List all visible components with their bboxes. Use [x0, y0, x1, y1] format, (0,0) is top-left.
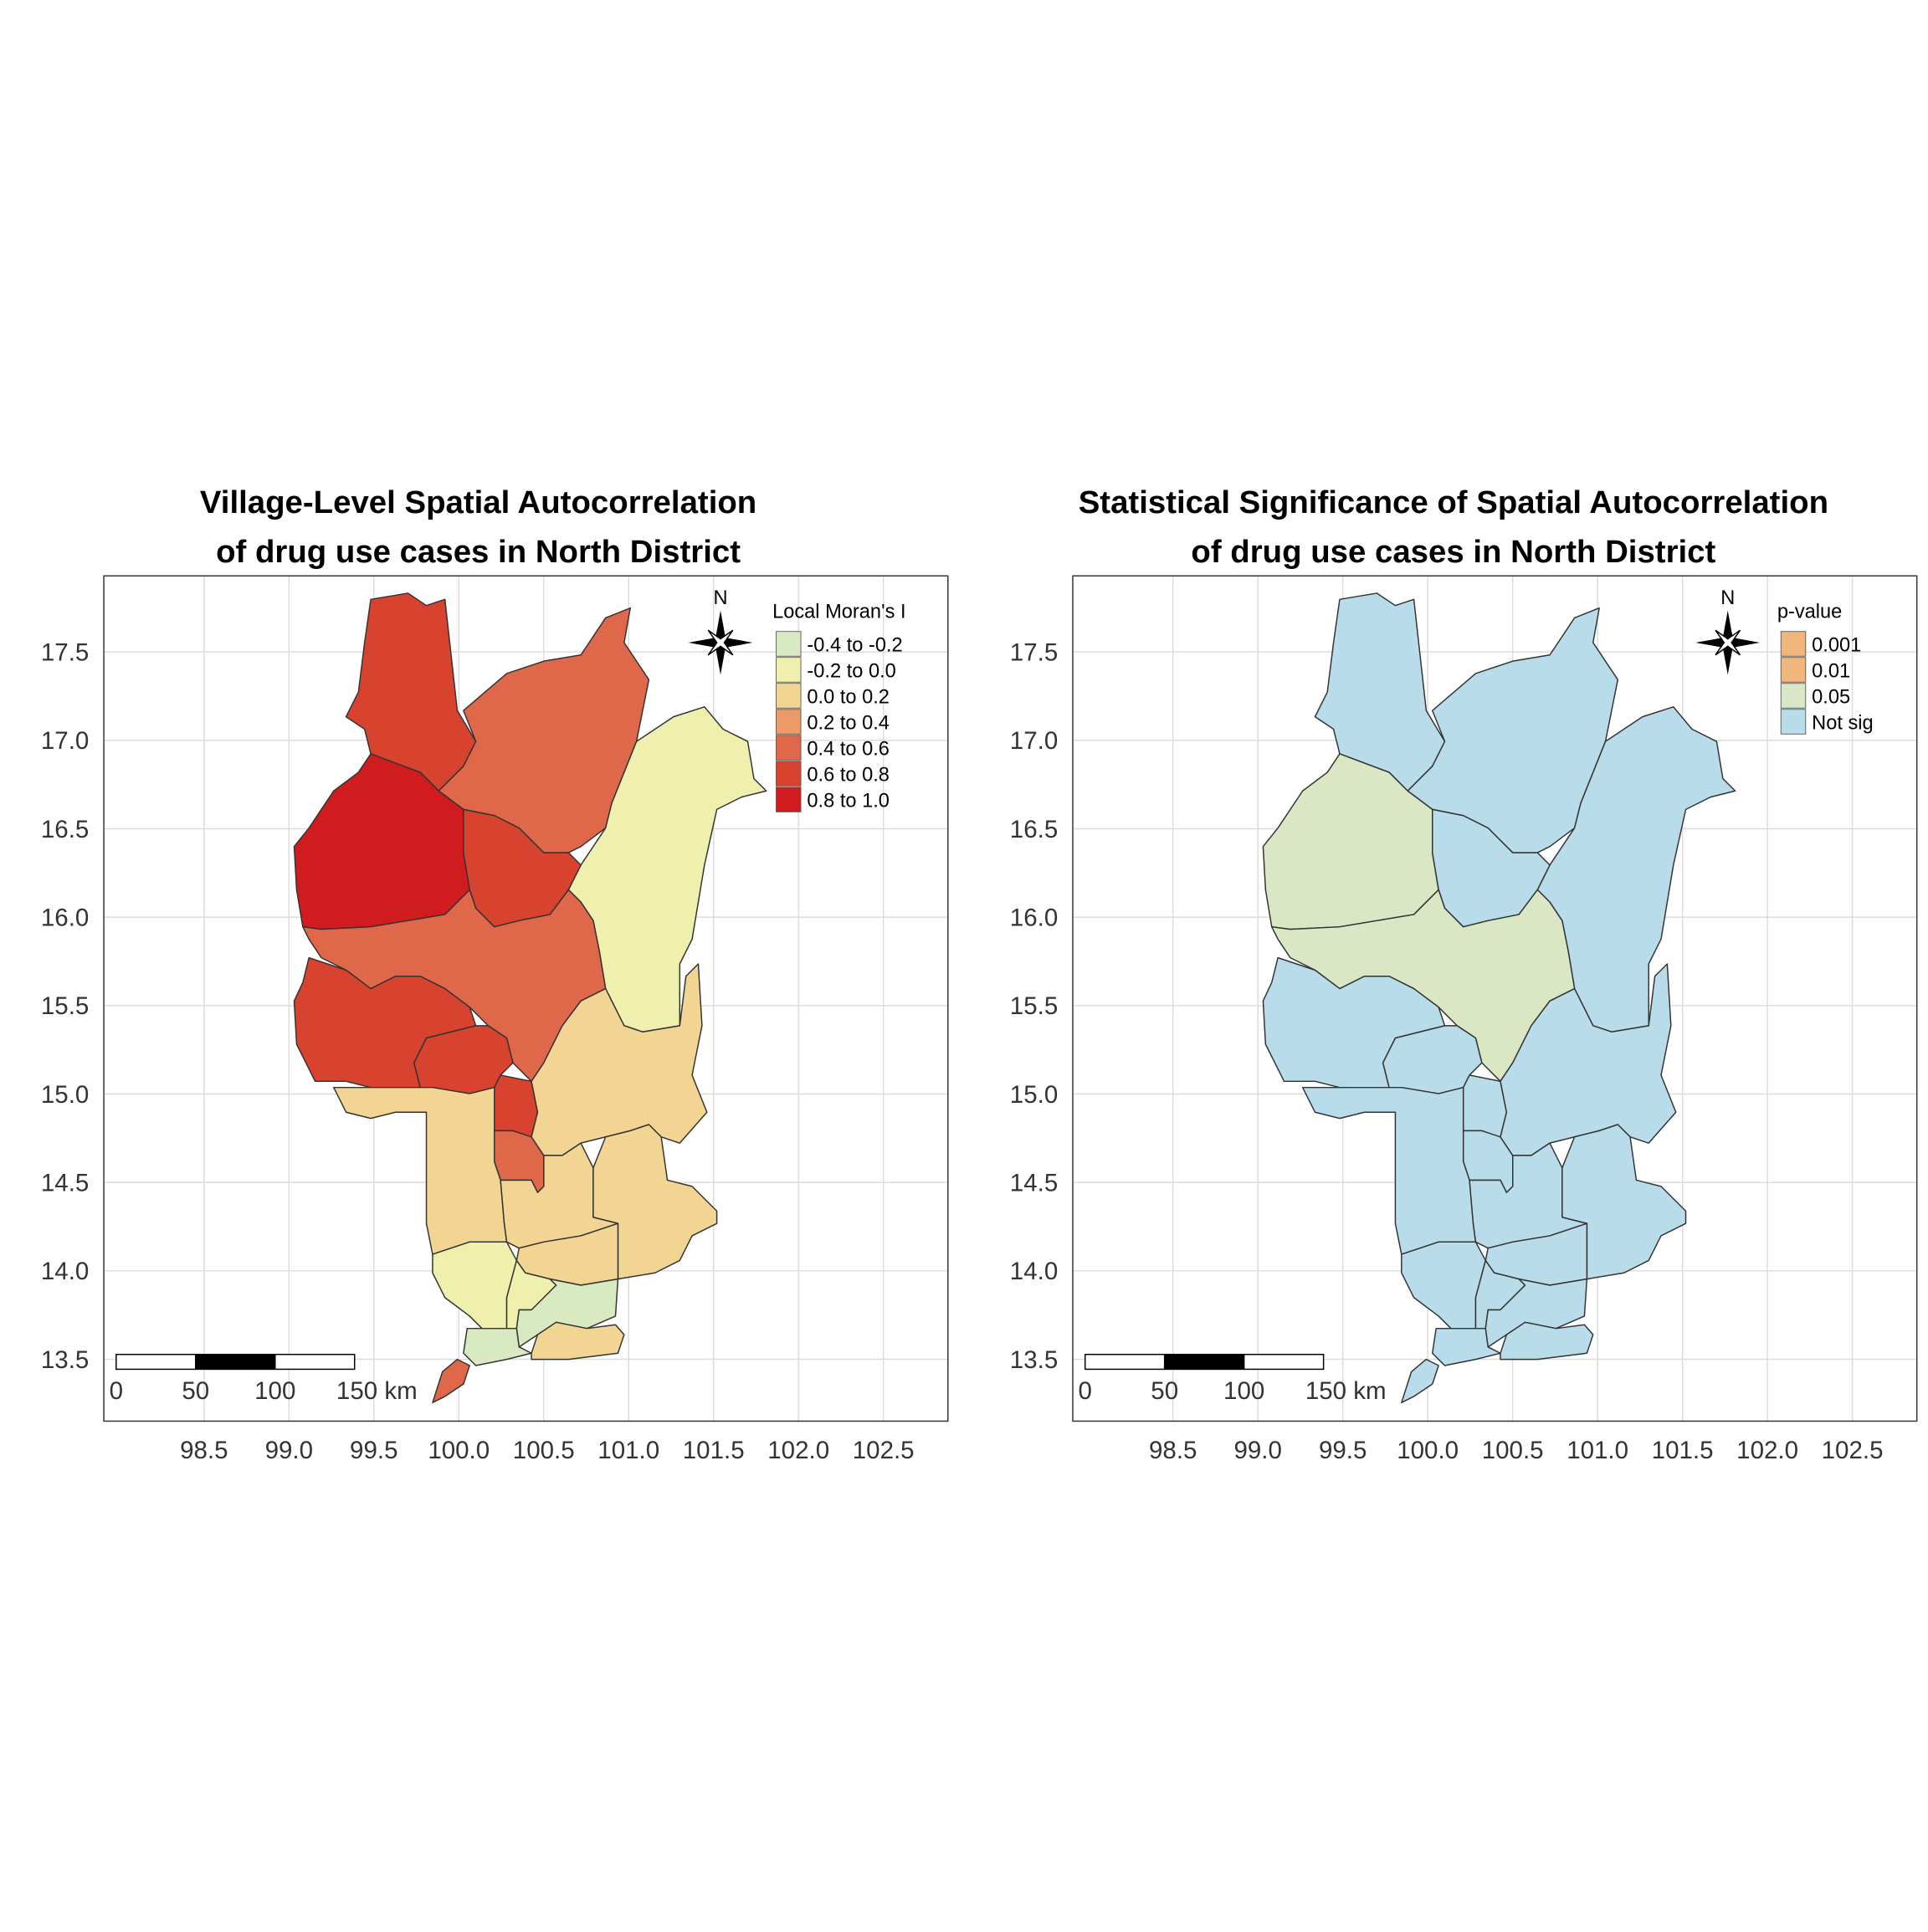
legend-label: -0.2 to 0.0: [807, 660, 895, 682]
scale-bar-segment: [1163, 1353, 1245, 1371]
y-tick-label: 16.5: [1010, 816, 1058, 843]
legend-label: Not sig: [1812, 712, 1874, 734]
map-panel: Statistical Significance of Spatial Auto…: [1010, 484, 1918, 1464]
x-tick-label: 98.5: [1149, 1437, 1197, 1464]
region: [432, 1358, 470, 1404]
scale-bar-label: 100: [1223, 1377, 1264, 1405]
north-label: N: [1720, 587, 1735, 609]
y-tick-label: 17.0: [1010, 727, 1058, 755]
scale-bar-segment: [195, 1353, 276, 1371]
legend-key: [776, 761, 802, 787]
x-tick-label: 99.5: [350, 1437, 397, 1464]
map-title: Statistical Significance of Spatial Auto…: [1079, 484, 1828, 520]
x-tick-label: 100.5: [1482, 1437, 1544, 1464]
legend-key: [776, 631, 802, 657]
legend-label: -0.4 to -0.2: [807, 634, 902, 656]
legend-label: 0.0 to 0.2: [807, 686, 890, 708]
scale-bar-segment: [115, 1353, 197, 1371]
scale-bar-segment: [1243, 1353, 1325, 1371]
x-tick-label: 100.0: [428, 1437, 490, 1464]
region: [1432, 1327, 1501, 1366]
scale-bar-label: 0: [110, 1377, 123, 1405]
legend-key: [776, 657, 802, 683]
x-tick-label: 102.0: [1736, 1437, 1798, 1464]
legend-label: 0.8 to 1.0: [807, 790, 890, 812]
scale-bar-label: 0: [1079, 1377, 1092, 1405]
x-tick-label: 100.0: [1397, 1437, 1459, 1464]
legend-key: [1780, 657, 1807, 683]
region: [1401, 1358, 1439, 1404]
legend-key: [776, 683, 802, 709]
x-tick-label: 102.0: [767, 1437, 829, 1464]
y-tick-label: 15.5: [1010, 992, 1058, 1020]
y-tick-label: 17.5: [41, 638, 89, 666]
legend-title: p-value: [1777, 601, 1843, 623]
region: [463, 1327, 532, 1366]
legend-label: 0.2 to 0.4: [807, 712, 890, 734]
legend-label: 0.01: [1812, 660, 1850, 682]
y-tick-label: 17.5: [1010, 638, 1058, 666]
y-tick-label: 14.5: [41, 1169, 89, 1197]
y-tick-label: 16.0: [1010, 904, 1058, 931]
map-title: of drug use cases in North District: [216, 534, 741, 570]
x-tick-label: 102.5: [853, 1437, 915, 1464]
x-tick-label: 99.0: [1233, 1437, 1281, 1464]
x-tick-label: 101.0: [1566, 1437, 1628, 1464]
x-tick-label: 102.5: [1822, 1437, 1884, 1464]
legend-label: 0.001: [1812, 634, 1861, 656]
y-tick-label: 15.0: [1010, 1081, 1058, 1109]
figure-content: Village-Level Spatial Autocorrelation of …: [41, 484, 1918, 1464]
y-tick-label: 13.5: [1010, 1346, 1058, 1374]
scale-bar-label: 100: [254, 1377, 295, 1405]
region: [1462, 1074, 1508, 1138]
legend-key: [776, 735, 802, 761]
scale-bar-label: 50: [1151, 1377, 1178, 1405]
y-tick-label: 13.5: [41, 1346, 89, 1374]
x-tick-label: 100.5: [513, 1437, 575, 1464]
legend-key: [1780, 683, 1807, 709]
y-tick-label: 14.5: [1010, 1169, 1058, 1197]
x-tick-label: 101.5: [1652, 1437, 1714, 1464]
x-tick-label: 99.0: [265, 1437, 313, 1464]
panel-border: [103, 575, 949, 1422]
map-panel: Village-Level Spatial Autocorrelation of …: [41, 484, 949, 1464]
y-tick-label: 14.0: [41, 1258, 89, 1285]
x-tick-label: 98.5: [180, 1437, 228, 1464]
legend-key: [1780, 631, 1807, 657]
y-tick-label: 15.5: [41, 992, 89, 1020]
map-title: Village-Level Spatial Autocorrelation: [200, 484, 756, 520]
map-title: of drug use cases in North District: [1191, 534, 1715, 570]
y-tick-label: 16.5: [41, 816, 89, 843]
north-arrow: [707, 629, 734, 656]
scale-bar-segment: [274, 1353, 356, 1371]
x-tick-label: 99.5: [1319, 1437, 1367, 1464]
y-tick-label: 16.0: [41, 904, 89, 931]
legend-key: [1780, 709, 1807, 735]
legend-label: 0.4 to 0.6: [807, 738, 890, 760]
north-arrow: [1715, 629, 1741, 656]
y-tick-label: 14.0: [1010, 1258, 1058, 1285]
region: [531, 1321, 625, 1361]
legend-key: [776, 787, 802, 812]
x-tick-label: 101.0: [597, 1437, 659, 1464]
region: [1500, 1321, 1594, 1361]
legend-label: 0.05: [1812, 686, 1850, 708]
y-tick-label: 15.0: [41, 1081, 89, 1109]
scale-bar-label: 150 km: [336, 1377, 418, 1405]
scale-bar-segment: [1084, 1353, 1166, 1371]
panel-border: [1072, 575, 1918, 1422]
region: [494, 1074, 539, 1138]
legend-label: 0.6 to 0.8: [807, 764, 890, 786]
legend-title: Local Moran's I: [772, 601, 905, 623]
x-tick-label: 101.5: [683, 1437, 745, 1464]
legend-key: [776, 709, 802, 735]
scale-bar-label: 50: [182, 1377, 209, 1405]
north-label: N: [714, 587, 728, 609]
scale-bar-label: 150 km: [1305, 1377, 1387, 1405]
y-tick-label: 17.0: [41, 727, 89, 755]
